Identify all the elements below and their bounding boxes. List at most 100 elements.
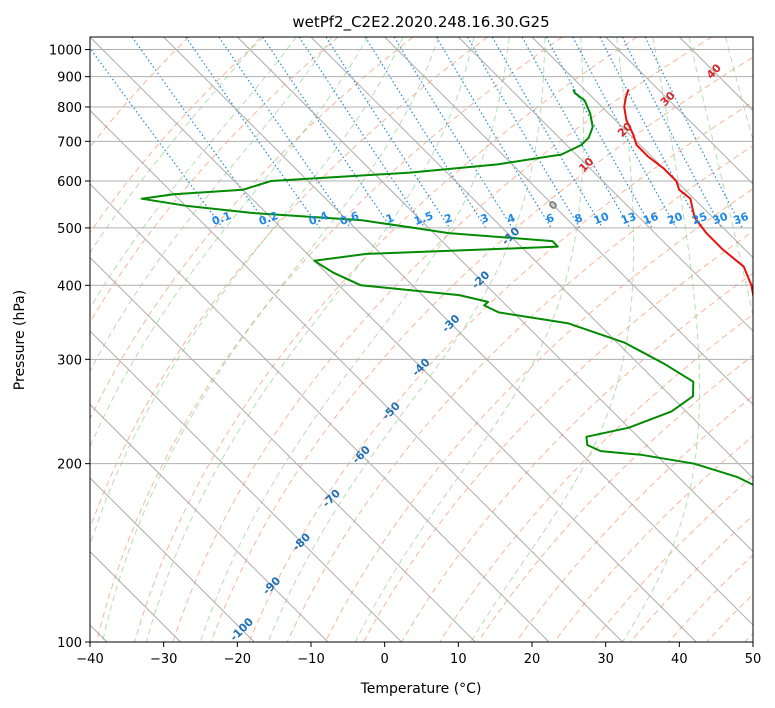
mixing-ratio-label: 36 <box>732 210 751 228</box>
moist-adiabat-line <box>90 37 333 373</box>
mixing-ratio-line <box>393 37 513 229</box>
mixing-ratio-label: 25 <box>690 210 709 227</box>
x-tick-label: 10 <box>450 652 467 667</box>
mixing-ratio-label: 8 <box>573 211 585 226</box>
mixing-ratio-label: 10 <box>592 210 611 228</box>
dry-adiabat-line <box>324 188 753 642</box>
chart-title: wetPf2_C2E2.2020.248.16.30.G25 <box>292 13 549 32</box>
plot-frame <box>89 36 754 643</box>
isotherm-line <box>163 37 753 626</box>
dry-adiabat-line <box>515 395 753 642</box>
isotherm-line <box>90 403 329 642</box>
dry-adiabat-line <box>210 56 753 642</box>
x-tick-label: −30 <box>150 652 177 667</box>
y-tick-label: 1000 <box>49 44 82 59</box>
x-tick-label: 50 <box>745 652 762 667</box>
mixing-ratio-label: 1.5 <box>412 209 435 228</box>
mixing-ratio-label: 2 <box>443 211 455 226</box>
pressure-gridlines <box>90 49 753 642</box>
isotherm-line <box>90 477 255 642</box>
dry-adiabat-line <box>477 354 753 642</box>
dry-adiabat-line <box>134 37 638 642</box>
isotherm-line <box>90 109 623 642</box>
background-lines <box>90 37 753 642</box>
y-tick-label: 900 <box>57 71 82 86</box>
dewpoint-profile-line <box>140 88 753 486</box>
mixing-ratio-label: 16 <box>641 210 660 228</box>
mixing-ratio-line <box>298 37 426 229</box>
x-tick-label: −20 <box>224 652 251 667</box>
y-tick-label: 100 <box>57 636 82 651</box>
x-tick-label: 0 <box>381 652 389 667</box>
mixing-ratio-line <box>325 37 451 229</box>
isotherm-line <box>90 37 697 642</box>
mixing-ratio-label: 6 <box>544 211 556 226</box>
mixing-ratio-line <box>218 37 351 229</box>
mixing-ratio-label: 0.2 <box>257 209 280 228</box>
mixing-ratio-label: 1 <box>384 211 396 226</box>
isotherm-line <box>384 37 753 406</box>
x-axis-label: Temperature (°C) <box>360 681 482 697</box>
moist-adiabat-line <box>267 37 546 642</box>
y-tick-label: 600 <box>57 175 82 190</box>
mixing-ratio-label: 3 <box>479 211 491 226</box>
moist-adiabat-line <box>622 37 700 642</box>
dry-adiabat-line <box>90 37 264 234</box>
x-tick-label: 20 <box>524 652 541 667</box>
mixing-ratio-line <box>185 37 321 229</box>
moist-adiabat-line <box>102 37 439 642</box>
moist-adiabat-line <box>90 37 297 310</box>
mixing-ratio-label: 0.4 <box>307 209 330 228</box>
mixing-ratio-label: 13 <box>619 210 638 227</box>
x-tick-label: −10 <box>297 652 324 667</box>
y-tick-label: 300 <box>57 353 82 368</box>
x-tick-label: 40 <box>671 652 688 667</box>
moist-adiabat-line <box>90 37 261 254</box>
y-tick-label: 800 <box>57 101 82 116</box>
y-tick-label: 200 <box>57 458 82 473</box>
y-tick-label: 400 <box>57 279 82 294</box>
mixing-ratio-label: 0.6 <box>338 209 361 228</box>
moist-adiabat-line <box>199 37 510 642</box>
isotherm-line <box>605 37 753 185</box>
mixing-ratio-label: 30 <box>711 210 730 228</box>
mixing-ratio-line <box>521 37 631 229</box>
moist-adiabat-line <box>725 37 753 142</box>
mixing-ratio-label: 0.1 <box>210 209 233 228</box>
profile-series <box>140 88 753 486</box>
moist-adiabat-line <box>90 37 404 547</box>
dry-adiabat-line <box>90 37 339 324</box>
x-tick-label: 30 <box>597 652 614 667</box>
moist-adiabat-line <box>90 37 369 448</box>
y-tick-label: 500 <box>57 222 82 237</box>
mixing-ratio-line <box>131 37 271 229</box>
x-tick-label: −40 <box>76 652 103 667</box>
moist-adiabat-line <box>146 37 475 642</box>
mixing-ratio-line <box>545 37 653 229</box>
moist-adiabat-line <box>354 37 585 642</box>
isotherm-line <box>236 37 753 553</box>
dry-adiabat-line <box>90 37 414 420</box>
y-axis-label: Pressure (hPa) <box>12 290 28 390</box>
moist-adiabat-line <box>688 37 753 318</box>
mixing-ratio-line <box>90 47 224 229</box>
mixing-ratio-line <box>572 37 677 229</box>
isotherm-line <box>531 37 753 259</box>
isotherm-line <box>457 37 753 332</box>
y-tick-label: 700 <box>57 135 82 150</box>
mixing-ratio-label: 20 <box>666 210 685 228</box>
isotherm-line <box>90 256 476 642</box>
dry-adiabat-line <box>172 37 712 642</box>
y-axis: 100 200 300 400 500 600 700 800 900 1000 <box>49 44 90 651</box>
isotherm-line <box>752 37 753 38</box>
dry-adiabat-line <box>96 37 563 642</box>
isotherm-line <box>90 183 550 642</box>
mixing-ratio-label: 4 <box>505 211 517 226</box>
mixing-ratio-line <box>364 37 487 229</box>
x-axis: −40 −30 −20 −10 0 10 20 30 40 50 <box>76 642 761 667</box>
mixing-ratio-line <box>644 37 743 229</box>
dry-adiabat-line <box>248 101 753 642</box>
dry-adiabat-line <box>286 145 753 642</box>
isotherm-line <box>90 330 402 642</box>
